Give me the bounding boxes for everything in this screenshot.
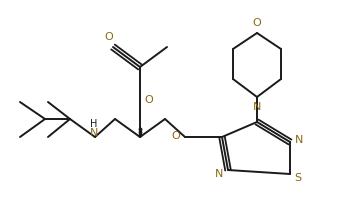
Text: H: H <box>90 119 98 129</box>
Text: O: O <box>253 18 261 28</box>
Text: N: N <box>215 169 223 179</box>
Text: O: O <box>172 131 181 141</box>
Text: O: O <box>105 32 113 42</box>
Text: N: N <box>90 128 98 138</box>
Text: N: N <box>295 135 303 145</box>
Text: O: O <box>144 95 153 105</box>
Text: N: N <box>253 102 261 112</box>
Text: S: S <box>294 173 302 183</box>
